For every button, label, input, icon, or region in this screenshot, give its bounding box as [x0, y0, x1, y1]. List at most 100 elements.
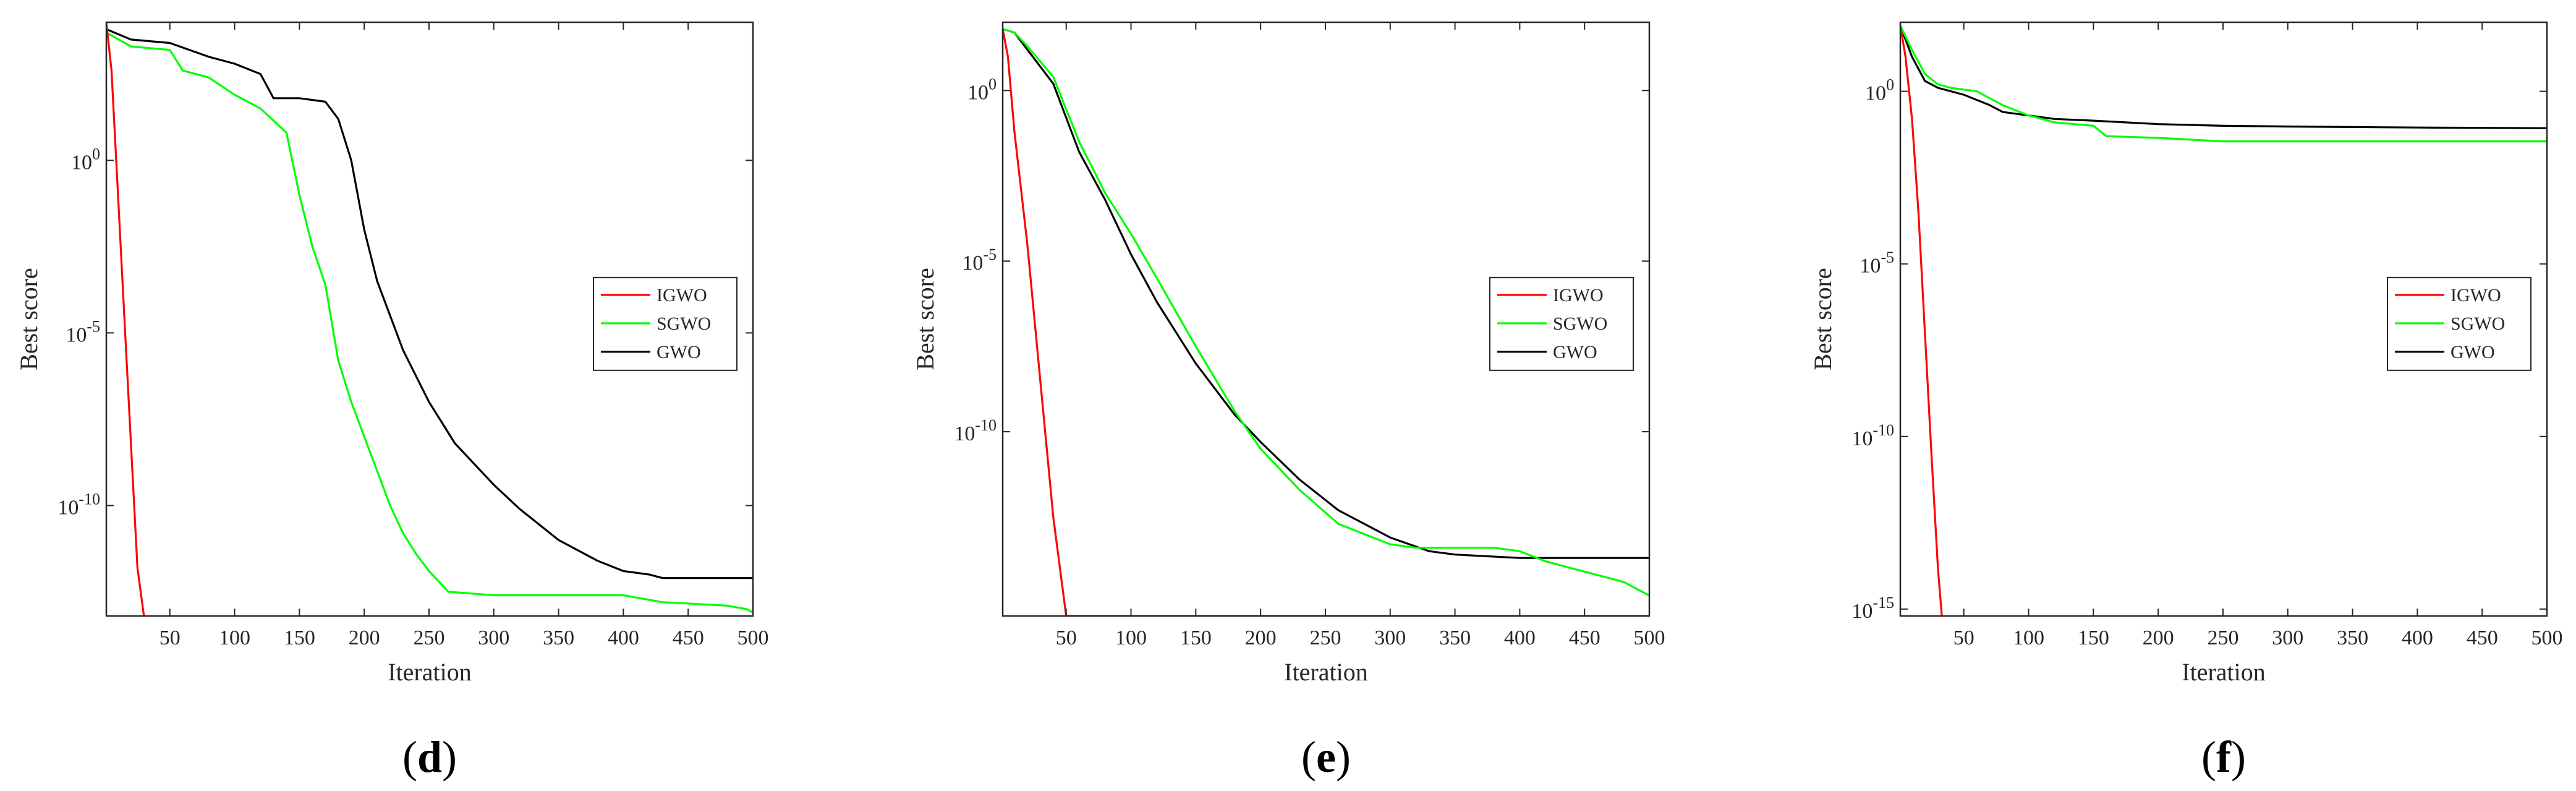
caption-letter: d [417, 732, 442, 782]
caption-close: ) [2231, 732, 2246, 782]
y-tick-base: 10 [1851, 600, 1872, 623]
caption-close: ) [442, 732, 457, 782]
x-tick-label: 400 [1504, 626, 1536, 649]
x-tick-label: 300 [1374, 626, 1406, 649]
y-tick-exponent: 0 [988, 75, 997, 93]
x-tick-label: 150 [284, 626, 315, 649]
series-line-sgwo [106, 32, 753, 614]
x-tick-label: 250 [1309, 626, 1341, 649]
x-tick-label: 500 [2531, 626, 2563, 649]
x-tick-label: 250 [413, 626, 444, 649]
series-line-sgwo [1900, 25, 2547, 143]
y-tick-exponent: -10 [975, 416, 997, 434]
caption-open: ( [1301, 732, 1316, 782]
y-tick-base: 10 [967, 81, 988, 104]
y-axis-label: Best score [911, 268, 939, 370]
x-tick-label: 350 [1439, 626, 1471, 649]
x-tick-label: 50 [1056, 626, 1077, 649]
x-tick-label: 450 [673, 626, 704, 649]
x-tick-label: 200 [349, 626, 380, 649]
y-tick-exponent: -5 [983, 246, 997, 263]
series-group [1003, 28, 1649, 616]
y-tick-label: 10-10 [954, 416, 997, 445]
x-tick-label: 150 [1180, 626, 1212, 649]
panel-caption: (f) [2201, 732, 2246, 782]
x-tick-label: 450 [1569, 626, 1600, 649]
y-tick-exponent: -5 [87, 317, 100, 335]
x-tick-label: 250 [2207, 626, 2238, 649]
legend-label-sgwo: SGWO [1553, 314, 1607, 334]
legend-label-igwo: IGWO [657, 285, 707, 306]
y-tick-label: 10-10 [1851, 421, 1894, 450]
series-group [1900, 25, 2547, 616]
x-tick-label: 450 [2467, 626, 2498, 649]
legend-label-gwo: GWO [657, 342, 701, 362]
y-tick-label: 100 [71, 145, 100, 174]
y-tick-label: 100 [967, 75, 997, 104]
x-axis-label: Iteration [1284, 658, 1368, 686]
series-line-igwo [1003, 28, 1649, 616]
x-tick-label: 100 [1115, 626, 1147, 649]
chart-panel-d: 50 100 150 200 250 300 350 400 450 50010010-510-1… [15, 21, 769, 782]
y-tick-label: 100 [1865, 76, 1894, 105]
x-tick-label: 350 [2337, 626, 2368, 649]
axes-box [105, 21, 754, 617]
legend-label-sgwo: SGWO [657, 314, 711, 334]
series-group [106, 22, 753, 616]
y-tick-exponent: -5 [1881, 249, 1894, 267]
x-tick-label: 300 [2272, 626, 2303, 649]
y-tick-base: 10 [954, 422, 975, 445]
y-tick-base: 10 [66, 323, 87, 346]
y-tick-label: 10-5 [66, 317, 100, 346]
y-tick-exponent: -10 [79, 490, 100, 508]
legend-label-gwo: GWO [2451, 342, 2495, 362]
legend-label-igwo: IGWO [1553, 285, 1604, 306]
caption-letter: f [2216, 732, 2232, 782]
y-tick-base: 10 [1851, 427, 1872, 450]
x-tick-label: 100 [219, 626, 250, 649]
x-tick-label: 500 [1634, 626, 1665, 649]
legend-label-igwo: IGWO [2451, 285, 2501, 306]
x-tick-label: 350 [543, 626, 574, 649]
x-tick-label: 400 [608, 626, 639, 649]
x-tick-label: 200 [2143, 626, 2174, 649]
panel-caption: (d) [402, 732, 457, 782]
x-tick-label: 400 [2402, 626, 2433, 649]
series-line-gwo [1003, 28, 1649, 559]
y-tick-label: 10-15 [1851, 594, 1894, 623]
y-axis-label: Best score [1809, 268, 1837, 370]
x-tick-label: 100 [2013, 626, 2044, 649]
legend-box [2387, 276, 2531, 371]
x-tick-label: 200 [1245, 626, 1277, 649]
y-tick-label: 10-10 [57, 490, 100, 519]
legend-label-gwo: GWO [1553, 342, 1597, 362]
axes-box [1899, 21, 2548, 617]
series-line-gwo [106, 28, 753, 579]
y-tick-base: 10 [962, 252, 983, 275]
x-tick-label: 500 [738, 626, 769, 649]
y-tick-exponent: -10 [1872, 421, 1894, 439]
legend-label-sgwo: SGWO [2451, 314, 2505, 334]
chart-panel-f: 50 100 150 200 250 300 350 400 450 50010010-510-1… [1809, 21, 2563, 782]
x-tick-label: 50 [159, 626, 181, 649]
y-tick-exponent: -15 [1872, 594, 1894, 612]
y-axis-label: Best score [15, 268, 43, 370]
y-tick-label: 10-5 [1860, 249, 1894, 278]
y-tick-base: 10 [1860, 255, 1881, 278]
axes-box [1001, 21, 1651, 617]
series-line-igwo [1900, 25, 1943, 616]
caption-open: ( [402, 732, 417, 782]
caption-close: ) [1336, 732, 1351, 782]
x-axis-label: Iteration [388, 658, 472, 686]
y-tick-base: 10 [1865, 82, 1886, 105]
y-tick-exponent: 0 [1886, 76, 1894, 94]
chart-panel-e: 50 100 150 200 250 300 350 400 450 50010010-510-1… [911, 21, 1665, 782]
series-line-sgwo [1003, 28, 1649, 597]
y-tick-label: 10-5 [962, 246, 997, 275]
series-line-igwo [106, 22, 145, 616]
x-tick-label: 150 [2078, 626, 2109, 649]
x-tick-label: 50 [1953, 626, 1975, 649]
caption-letter: e [1316, 732, 1336, 782]
x-tick-label: 300 [478, 626, 509, 649]
